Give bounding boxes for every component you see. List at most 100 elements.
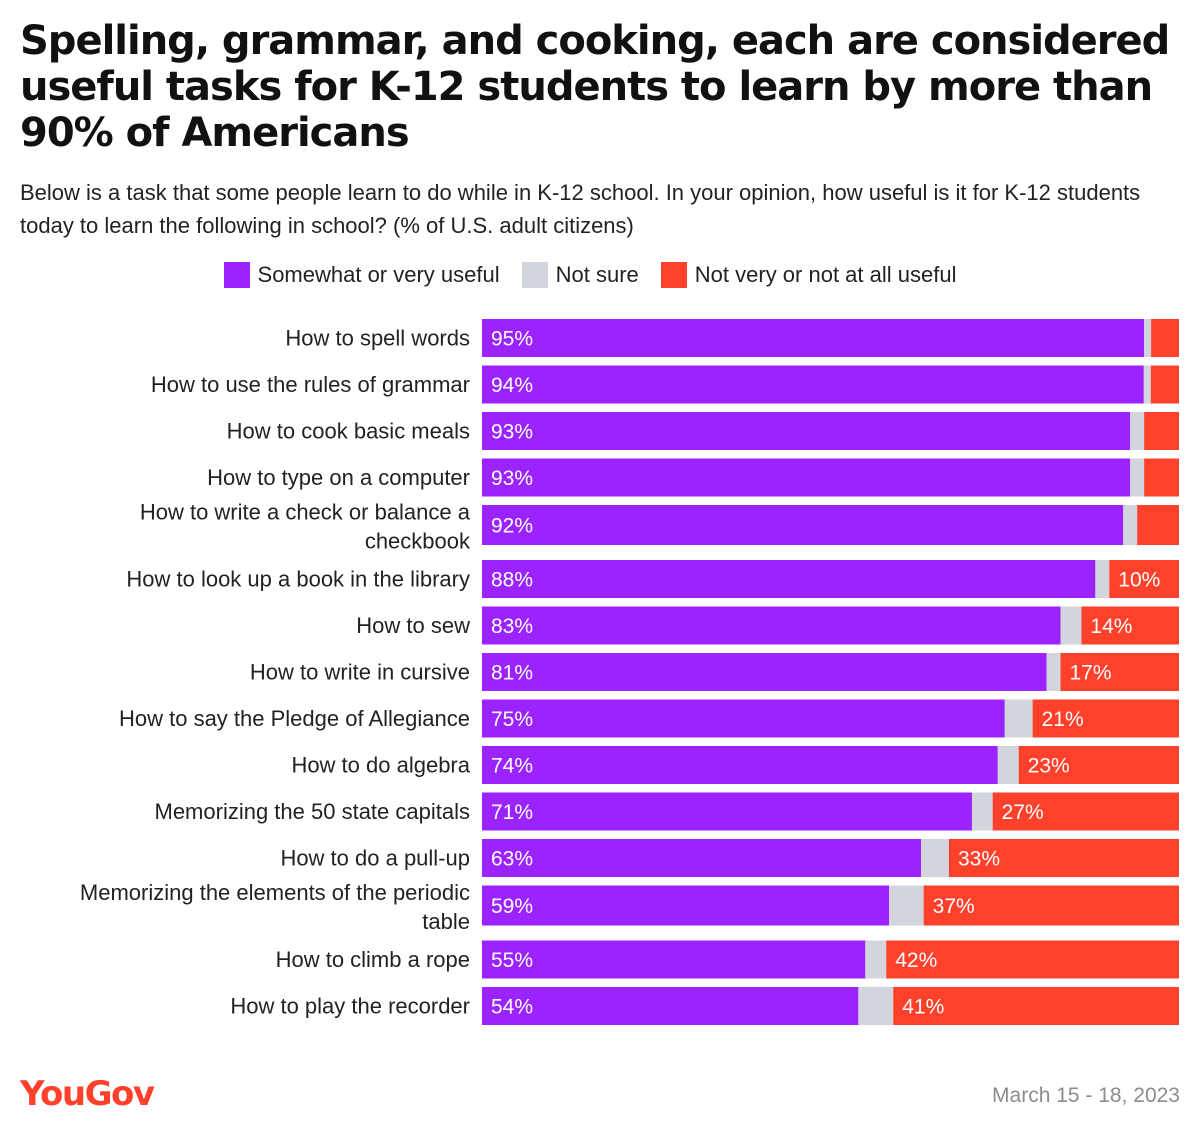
bar-value-label: 93% <box>491 421 533 444</box>
bar-segment-not-sure <box>1004 699 1033 738</box>
category-label: How to use the rules of grammar <box>151 372 470 397</box>
bar-value-label: 54% <box>491 996 533 1019</box>
category-label: How to play the recorder <box>230 994 470 1019</box>
bar-row: 81% 17% How to write in cursive <box>250 653 1179 691</box>
legend-item-useful: Somewhat or very useful <box>223 262 500 288</box>
bar-value-label: 37% <box>933 895 975 918</box>
bar-value-label: 59% <box>491 895 533 918</box>
bar-value-label: 88% <box>491 569 533 592</box>
bar-segment-useful <box>482 606 1061 645</box>
bar-row: 71% 27% Memorizing the 50 state capitals <box>155 792 1179 831</box>
survey-date: March 15 - 18, 2023 <box>992 1084 1180 1107</box>
bar-segment-not-sure <box>1060 606 1082 645</box>
bar-value-label: 42% <box>895 949 937 972</box>
bar-segment-not-sure <box>1143 365 1151 404</box>
bar-row: 63% 33% How to do a pull-up <box>280 839 1179 877</box>
bar-value-label: 41% <box>902 996 944 1019</box>
bar-segment-useful <box>482 365 1144 404</box>
bar-value-label: 75% <box>491 708 533 731</box>
legend-swatch-not-useful <box>660 262 687 288</box>
bar-segment-not-useful <box>948 839 1179 877</box>
legend-label-not-sure: Not sure <box>555 262 639 287</box>
bar-segment-not-sure <box>858 987 894 1025</box>
bar-value-label: 92% <box>491 515 533 538</box>
bar-value-label: 63% <box>491 848 533 871</box>
bar-segment-not-useful <box>1151 319 1179 357</box>
category-label: How to climb a rope <box>276 947 470 972</box>
bar-segment-not-sure <box>971 792 993 831</box>
bar-segment-not-sure <box>1095 560 1110 598</box>
category-label: How to write a check or balance a <box>140 500 471 525</box>
bar-segment-not-useful <box>1018 746 1179 784</box>
bar-row: 55% 42% How to climb a rope <box>276 940 1179 979</box>
bar-value-label: 93% <box>491 467 533 490</box>
category-label: How to say the Pledge of Allegiance <box>119 706 470 731</box>
category-label: How to type on a computer <box>207 465 470 490</box>
bar-value-label: 27% <box>1002 801 1044 824</box>
category-label: How to cook basic meals <box>227 419 470 444</box>
bar-segment-not-useful <box>1144 412 1179 450</box>
bar-value-label: 55% <box>491 949 533 972</box>
bar-segment-useful <box>482 653 1047 691</box>
bar-segment-not-sure <box>1046 653 1061 691</box>
bar-row: 94% How to use the rules of grammar <box>151 365 1179 404</box>
bar-segment-useful <box>482 792 972 831</box>
bar-segment-useful <box>482 839 922 877</box>
category-label: How to spell words <box>285 326 470 351</box>
category-label: table <box>422 909 470 934</box>
bar-value-label: 17% <box>1070 662 1112 685</box>
bar-value-label: 94% <box>491 374 533 397</box>
category-label: How to sew <box>356 613 470 638</box>
bar-segment-not-sure <box>1130 412 1145 450</box>
category-label: Memorizing the 50 state capitals <box>155 799 471 824</box>
bar-segment-not-sure <box>921 839 949 877</box>
bar-row: 92% How to write a check or balance a chec… <box>140 500 1179 554</box>
stacked-bar-chart: 95% How to spell words 94% How to use the r… <box>80 319 1179 1025</box>
bar-segment-useful <box>482 412 1131 450</box>
bar-row: 83% 14% How to sew <box>356 606 1179 645</box>
legend-item-not-useful: Not very or not at all useful <box>660 262 957 288</box>
bar-segment-not-useful <box>886 940 1179 979</box>
bar-value-label: 83% <box>491 615 533 638</box>
bar-row: 74% 23% How to do algebra <box>291 746 1179 784</box>
category-label: checkbook <box>365 529 471 554</box>
bar-segment-not-sure <box>889 885 924 926</box>
category-label: How to look up a book in the library <box>126 567 470 592</box>
bar-value-label: 33% <box>958 848 1000 871</box>
bar-row: 59% 37% Memorizing the elements of the per… <box>80 880 1179 934</box>
bar-segment-not-useful <box>1137 505 1179 545</box>
bar-value-label: 71% <box>491 801 533 824</box>
bar-segment-useful <box>482 560 1096 598</box>
chart-legend: Somewhat or very useful Not sure Not ver… <box>0 262 1180 288</box>
bar-segment-not-sure <box>1123 505 1138 545</box>
bar-segment-not-useful <box>1081 606 1179 645</box>
bar-segment-not-useful <box>893 987 1179 1025</box>
bar-row: 93% How to type on a computer <box>207 458 1179 497</box>
bar-row: 95% How to spell words <box>285 319 1179 357</box>
bar-segment-not-useful <box>1144 458 1179 497</box>
bar-row: 54% 41% How to play the recorder <box>230 987 1179 1025</box>
legend-item-not-sure: Not sure <box>521 262 639 288</box>
category-label: How to do algebra <box>291 753 470 778</box>
bar-segment-not-sure <box>1144 319 1152 357</box>
bar-segment-useful <box>482 699 1005 738</box>
bar-segment-not-useful <box>1032 699 1179 738</box>
bar-row: 88% 10% How to look up a book in the libra… <box>126 560 1179 598</box>
category-label: Memorizing the elements of the periodic <box>80 880 470 905</box>
bar-value-label: 74% <box>491 755 533 778</box>
bar-segment-useful <box>482 458 1131 497</box>
bar-segment-useful <box>482 987 859 1025</box>
bar-segment-useful <box>482 319 1145 357</box>
bar-value-label: 14% <box>1090 615 1132 638</box>
bar-value-label: 21% <box>1042 708 1084 731</box>
legend-label-useful: Somewhat or very useful <box>257 262 500 287</box>
legend-label-not-useful: Not very or not at all useful <box>694 262 957 287</box>
bar-value-label: 10% <box>1118 569 1160 592</box>
bar-segment-not-useful <box>992 792 1179 831</box>
bar-segment-not-sure <box>865 940 887 979</box>
bar-segment-not-useful <box>923 885 1179 926</box>
legend-swatch-useful <box>223 262 250 288</box>
bar-segment-not-sure <box>1130 458 1145 497</box>
bar-value-label: 23% <box>1028 755 1070 778</box>
chart-subtitle: Below is a task that some people learn t… <box>20 180 1141 238</box>
